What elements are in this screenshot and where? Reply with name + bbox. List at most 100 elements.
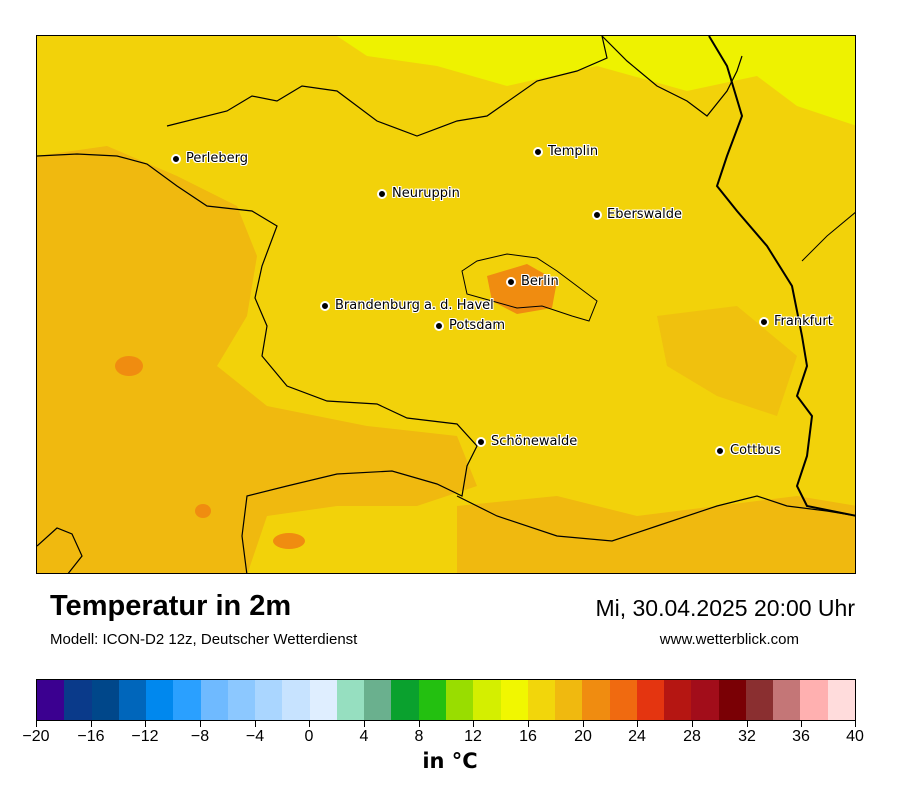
colorbar-swatch (745, 680, 774, 720)
city-label: Templin (548, 144, 599, 159)
tick-label: 28 (683, 728, 701, 745)
hot-spot (195, 504, 211, 518)
warm-zone-south (457, 496, 855, 573)
map-canvas (37, 36, 855, 573)
state-border-west (37, 153, 478, 573)
state-border-east (801, 212, 855, 262)
colorbar-swatch (827, 680, 855, 720)
tick-mark (692, 721, 693, 727)
tick-label: 0 (304, 728, 314, 745)
colorbar-swatch (118, 680, 147, 720)
colorbar-swatch (200, 680, 228, 720)
state-border-north (166, 36, 608, 137)
colorbar-swatch (309, 680, 337, 720)
city-dot-icon (434, 320, 444, 331)
tick-mark (528, 721, 529, 727)
tick-label: 8 (414, 728, 424, 745)
colorbar-swatch (800, 680, 828, 720)
hot-spot (115, 356, 143, 376)
tick-label: −16 (77, 728, 105, 745)
city-label: Brandenburg a. d. Havel (335, 298, 494, 313)
city-label: Potsdam (449, 318, 506, 333)
state-border-northeast (601, 36, 743, 117)
tick-mark (855, 721, 856, 727)
website-link[interactable]: www.wetterblick.com (659, 631, 799, 648)
colorbar-swatch (227, 680, 256, 720)
colorbar-swatch (418, 680, 446, 720)
state-border-south (456, 495, 855, 542)
colorbar-swatch (527, 680, 556, 720)
tick-mark (145, 721, 146, 727)
berlin-heat-island (487, 264, 557, 314)
tick-label: 32 (738, 728, 756, 745)
city-marker-schoenewalde: Schönewalde (476, 434, 577, 449)
colorbar-swatch (500, 680, 528, 720)
colorbar-swatch (664, 680, 692, 720)
city-dot-icon (592, 209, 602, 220)
tick-label: 4 (359, 728, 369, 745)
city-dot-icon (171, 153, 181, 164)
city-dot-icon (759, 316, 769, 327)
colorbar-swatch (636, 680, 665, 720)
warm-zone-west (37, 146, 477, 573)
tick-mark (91, 721, 92, 727)
colorbar-swatch (582, 680, 610, 720)
colorbar-swatch (773, 680, 801, 720)
colorbar-unit-label: in °C (422, 749, 478, 773)
colorbar-swatch (445, 680, 474, 720)
tick-label: 20 (574, 728, 592, 745)
colorbar-swatch (64, 680, 92, 720)
tick-label: −20 (22, 728, 50, 745)
warm-zone-east (657, 306, 797, 416)
city-marker-cottbus: Cottbus (715, 443, 781, 458)
tick-label: −12 (131, 728, 159, 745)
temperature-colorbar (36, 679, 856, 721)
tick-mark (309, 721, 310, 727)
city-marker-templin: Templin (533, 144, 598, 159)
city-marker-berlin: Berlin (506, 274, 559, 289)
tick-mark (637, 721, 638, 727)
forecast-datetime: Mi, 30.04.2025 20:00 Uhr (595, 595, 855, 621)
colorbar-swatch (37, 680, 65, 720)
colorbar-swatch (146, 680, 174, 720)
colorbar-swatch (364, 680, 392, 720)
hot-spot (273, 533, 305, 549)
city-label: Berlin (521, 274, 559, 289)
city-marker-neuruppin: Neuruppin (377, 186, 460, 201)
city-marker-perleberg: Perleberg (171, 151, 248, 166)
tick-mark (747, 721, 748, 727)
city-label: Frankfurt (774, 314, 833, 329)
tick-label: 36 (792, 728, 810, 745)
tick-label: −8 (190, 728, 210, 745)
colorbar-swatch (282, 680, 310, 720)
national-border (708, 36, 855, 517)
city-marker-potsdam: Potsdam (434, 318, 505, 333)
colorbar-swatch (473, 680, 501, 720)
tick-mark (583, 721, 584, 727)
colorbar-swatch (718, 680, 746, 720)
city-label: Schönewalde (491, 434, 578, 449)
tick-mark (473, 721, 474, 727)
tick-label: 40 (846, 728, 864, 745)
colorbar-swatch (609, 680, 637, 720)
tick-label: −4 (245, 728, 265, 745)
city-dot-icon (476, 436, 486, 447)
city-dot-icon (377, 188, 387, 199)
city-dot-icon (506, 276, 516, 287)
city-dot-icon (320, 300, 330, 311)
colorbar-swatch (336, 680, 365, 720)
colorbar-ticks: −20 −16 −12 −8 −4 0 4 8 12 16 20 24 28 32 36 40 (22, 721, 864, 751)
tick-label: 12 (464, 728, 482, 745)
tick-label: 24 (628, 728, 646, 745)
state-border-southwest (37, 527, 83, 573)
tick-mark (419, 721, 420, 727)
city-label: Eberswalde (607, 207, 683, 222)
city-marker-eberswalde: Eberswalde (592, 207, 682, 222)
city-dot-icon (715, 445, 725, 456)
city-label: Cottbus (730, 443, 781, 458)
model-source: Modell: ICON-D2 12z, Deutscher Wetterdie… (50, 631, 358, 648)
tick-mark (36, 721, 37, 727)
tick-mark (801, 721, 802, 727)
colorbar-swatch (173, 680, 201, 720)
city-dot-icon (533, 146, 543, 157)
